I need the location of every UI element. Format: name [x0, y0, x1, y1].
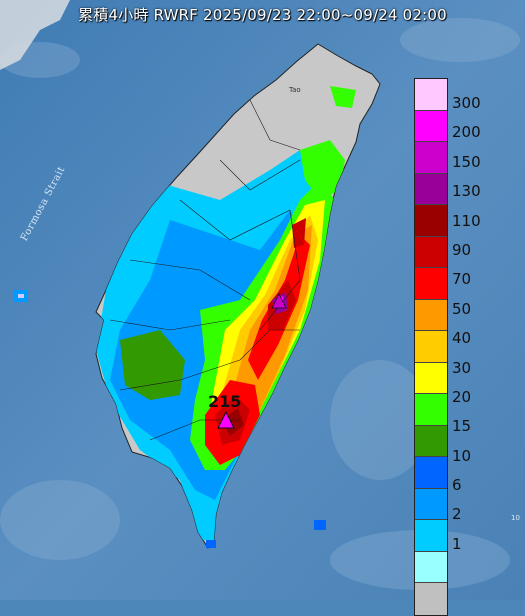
legend-label: 20	[452, 387, 472, 406]
legend-label: 300	[452, 94, 481, 112]
legend-label: 15	[452, 417, 472, 436]
legend-swatch	[415, 394, 447, 426]
legend-swatch	[415, 425, 447, 457]
legend-label: 200	[452, 123, 481, 142]
legend-swatch	[415, 173, 447, 205]
legend-label: 6	[452, 476, 462, 495]
peak-marker	[217, 410, 235, 429]
legend-swatch	[415, 142, 447, 174]
legend-swatch	[415, 299, 447, 331]
legend-label: 130	[452, 182, 481, 201]
color-legend	[414, 78, 448, 616]
legend-swatch	[415, 79, 447, 111]
city-label: Tao	[289, 86, 301, 94]
legend-label: 40	[452, 329, 472, 348]
china-coast	[0, 0, 70, 70]
offshore-echoes	[14, 290, 326, 548]
legend-swatch	[415, 551, 447, 583]
legend-label: 50	[452, 299, 472, 318]
legend-label: 150	[452, 152, 481, 171]
map-title: 累積4小時 RWRF 2025/09/23 22:00~09/24 02:00	[78, 6, 447, 24]
legend-label: 110	[452, 211, 481, 230]
secondary-peak-marker	[271, 293, 287, 309]
legend-swatch	[415, 362, 447, 394]
legend-label: 1	[452, 534, 462, 553]
legend-swatch	[415, 331, 447, 363]
legend-swatch	[415, 205, 447, 237]
legend-label: 90	[452, 240, 472, 259]
legend-labels: 300 200 150 130 110 90 70 50 40 30 20 15 10 6 2 1	[452, 94, 522, 566]
legend-label: 30	[452, 358, 472, 377]
legend-label: 10	[452, 446, 472, 465]
legend-label: 2	[452, 505, 462, 524]
legend-swatch	[415, 520, 447, 552]
legend-swatch	[415, 488, 447, 520]
legend-swatch	[415, 583, 447, 615]
peak-value-label: 215	[208, 392, 242, 411]
legend-swatch	[415, 457, 447, 489]
corner-tag: 10	[511, 514, 520, 522]
legend-swatch	[415, 236, 447, 268]
legend-swatch	[415, 268, 447, 300]
county-boundaries	[109, 99, 301, 441]
legend-label: 70	[452, 270, 472, 289]
legend-swatch	[415, 110, 447, 142]
